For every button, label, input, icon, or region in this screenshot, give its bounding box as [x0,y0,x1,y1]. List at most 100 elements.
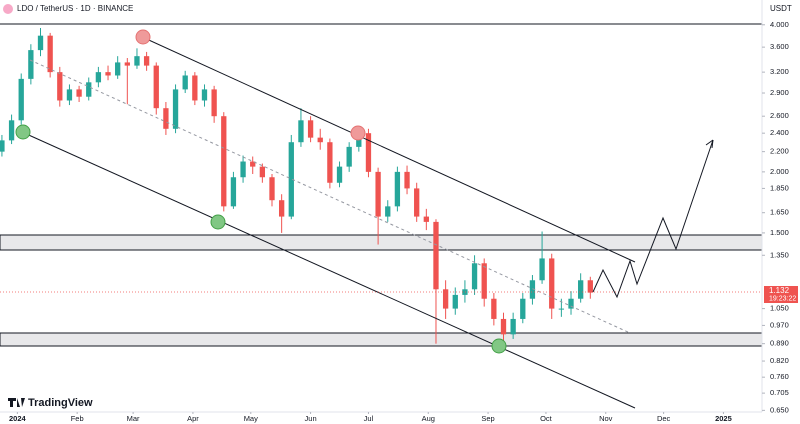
candle-body [288,142,294,217]
candle-body [269,177,275,201]
currency: USDT [770,4,792,13]
candle-body [240,161,246,178]
candle-body [259,166,266,178]
candle-body [76,89,82,97]
candle-body [230,177,237,207]
y-tick-label: 1.500 [770,228,789,237]
candle-body [86,82,92,97]
x-tick-label: Apr [187,414,199,423]
y-tick-label: 2.000 [770,167,789,176]
y-tick-label: 1.050 [770,304,789,313]
candle-body [529,280,536,299]
y-tick-label: 2.900 [770,88,789,97]
candle-body [414,188,420,217]
symbol-icon [3,4,13,14]
y-tick-label: 2.400 [770,128,789,137]
symbol-title: LDO / TetherUS · 1D · BINANCE [17,4,133,13]
candle-body [491,298,497,319]
touch-point [135,29,151,45]
candle-body [47,35,53,73]
candle-body [404,171,410,189]
x-tick-label: Mar [127,414,140,423]
y-tick-label: 0.705 [770,388,789,397]
candle-body [375,171,381,217]
x-tick-label: Feb [71,414,84,423]
candle-body [172,89,179,129]
x-tick-label: Jul [364,414,374,423]
candle-body [510,318,516,335]
candle-body [442,289,449,309]
y-tick-label: 2.600 [770,111,789,120]
y-tick-label: 3.200 [770,67,789,76]
candle-body [433,221,439,290]
x-tick-label: Nov [599,414,613,423]
touch-point [15,124,31,140]
candle-body [250,161,256,167]
candle-body [28,50,34,79]
y-tick-label: 3.600 [770,42,789,51]
x-tick-label: 2024 [9,414,27,423]
channel-bottom [21,131,636,409]
candle-body [327,142,333,183]
x-tick-label: Oct [540,414,553,423]
candle-body [18,78,24,121]
candle-body [66,89,73,101]
projection-arrow [705,139,714,149]
candle-body [568,298,574,309]
y-tick-label: 1.350 [770,250,789,259]
y-tick-label: 0.890 [770,339,789,348]
y-tick-label: 0.970 [770,320,789,329]
candle-body [346,146,352,167]
candle-body [481,263,487,299]
candle-body [298,120,304,143]
candle-body [115,62,121,76]
y-tick-label: 0.760 [770,372,789,381]
candle-body [278,200,285,217]
candle-body [423,216,429,222]
candle-body [520,298,526,319]
candle-body [37,35,44,51]
price-badge [764,286,798,303]
y-tick-label: 2.200 [770,147,789,156]
touch-point [210,214,226,230]
touch-point [350,125,366,141]
candle-body [307,120,314,138]
candle-body [95,72,102,83]
x-tick-label: 2025 [715,414,732,423]
candle-body [182,75,188,90]
candle-body [211,89,217,117]
candle-body [539,258,545,281]
brand-logo [8,398,25,407]
candle-body [385,206,391,217]
candle-body [452,294,458,309]
channel-mid [29,59,631,334]
candle-body [365,133,372,172]
candle-body [587,280,593,293]
candle-body [134,56,140,66]
candle-body [201,89,208,101]
candle-body [317,137,323,143]
candle-body [163,108,169,129]
candle-body [124,62,130,66]
projection [592,139,714,299]
y-tick-label: 0.650 [770,405,789,414]
candle-body [57,72,63,101]
y-tick-label: 4.000 [770,20,789,29]
resistance-zone [0,234,763,251]
candle-body [221,116,227,207]
candle-body [153,65,159,109]
candle-body [500,318,507,335]
y-tick-label: 0.820 [770,356,789,365]
price-axis [762,0,800,424]
candle-body [394,171,401,207]
candle-body [336,166,343,183]
candle-body [471,263,478,290]
candle-body [558,308,565,310]
touch-point [491,338,507,354]
brand: TradingView [28,397,93,409]
y-tick-label: 1.850 [770,183,789,192]
y-tick-label: 1.650 [770,208,789,217]
x-tick-label: Sep [481,414,494,423]
